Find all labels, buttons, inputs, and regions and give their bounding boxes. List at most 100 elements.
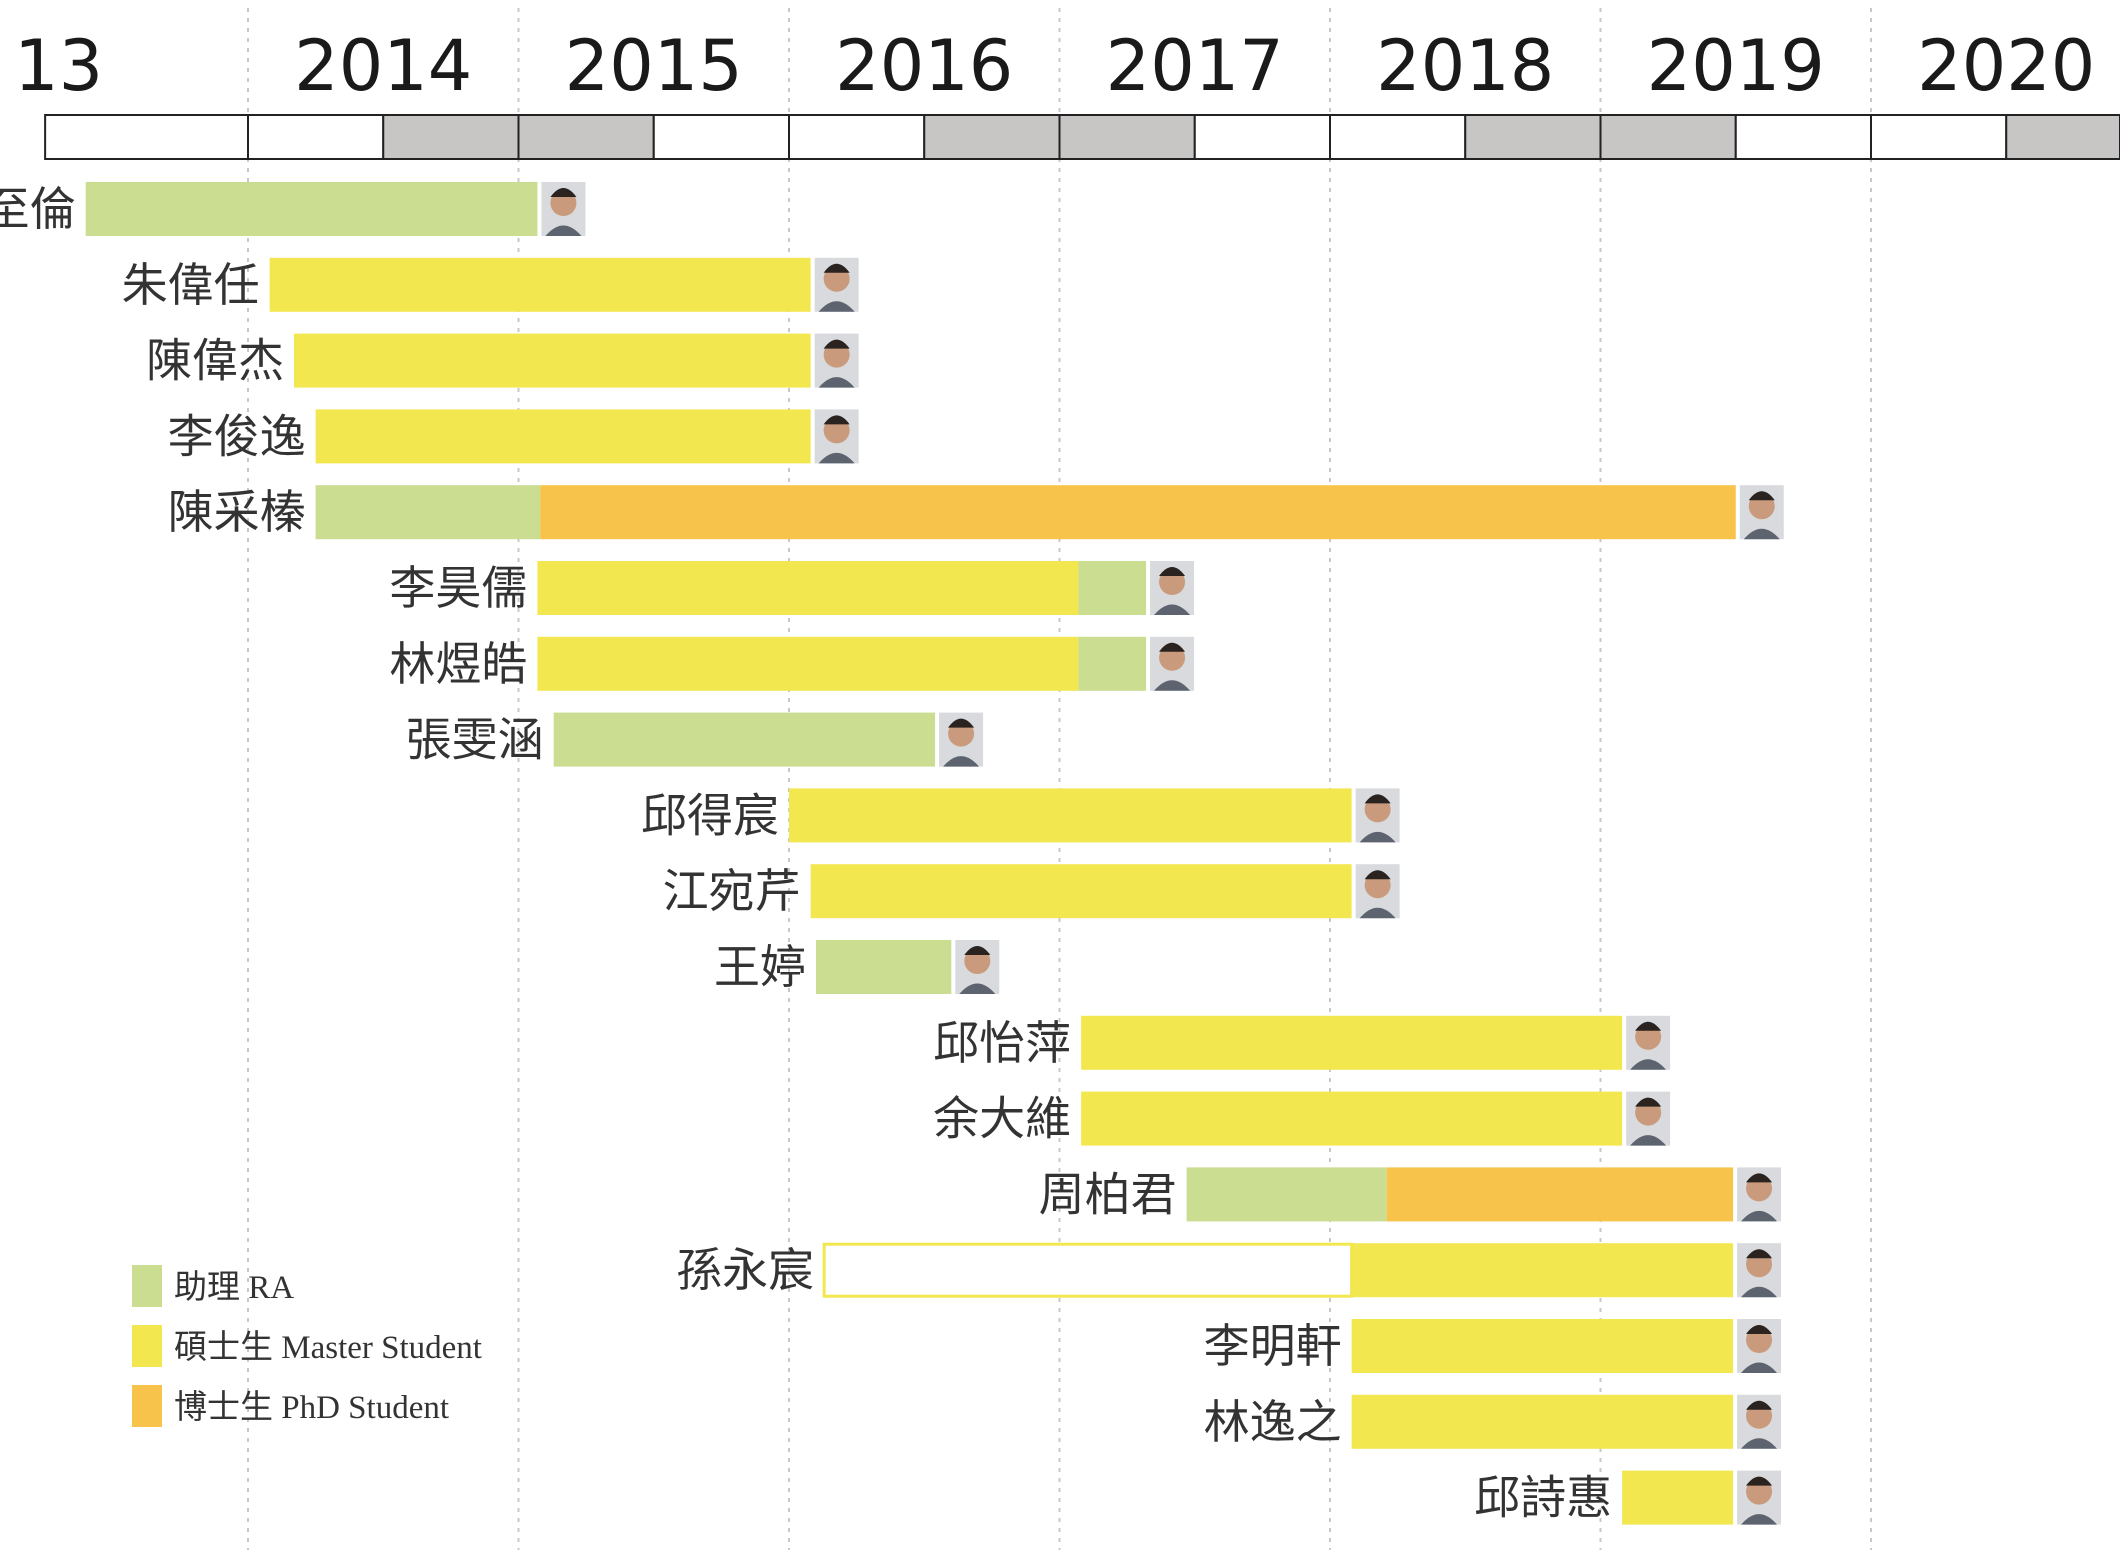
avatar xyxy=(1737,1470,1782,1525)
bar-ra xyxy=(816,940,952,994)
avatar xyxy=(814,409,859,464)
bar-master xyxy=(537,561,1079,615)
person-row: 邱怡萍 xyxy=(933,1015,1671,1070)
legend-swatch xyxy=(132,1265,162,1307)
avatar xyxy=(1737,1243,1782,1298)
person-row: 王婷 xyxy=(714,940,1000,994)
legend-label: 助理 RA xyxy=(174,1269,294,1306)
avatar xyxy=(1355,864,1400,919)
band-cell xyxy=(1329,114,1467,160)
year-gridlines xyxy=(247,8,1872,1550)
avatar xyxy=(541,182,586,236)
band-cell xyxy=(382,114,520,160)
tick-label-2018: 2018 xyxy=(1376,25,1554,107)
person-name: 邱怡萍 xyxy=(933,1016,1071,1070)
year-tick-labels: 13 2014 2015 2016 2017 2018 2019 2020 xyxy=(14,25,2095,107)
tick-label-2016: 2016 xyxy=(835,25,1013,107)
avatar xyxy=(814,257,859,312)
band-cell xyxy=(517,114,655,160)
avatar xyxy=(955,940,1000,994)
person-row: 江宛芹 xyxy=(663,864,1400,919)
half-year-band-strip xyxy=(44,114,2120,160)
bar-ra xyxy=(315,485,541,540)
person-row: 余大維 xyxy=(933,1091,1671,1146)
band-cell xyxy=(2005,114,2120,160)
person-row: 林逸之 xyxy=(1204,1394,1782,1449)
person-row: 朱偉任 xyxy=(122,257,859,312)
bar-master xyxy=(810,864,1352,919)
bar-ra xyxy=(553,712,936,767)
bar-master xyxy=(789,788,1352,843)
person-name: 蕭至倫 xyxy=(0,182,76,236)
person-name: 孫永宸 xyxy=(676,1243,814,1297)
person-name: 朱偉任 xyxy=(122,258,260,312)
avatar xyxy=(1150,561,1195,615)
person-row: 孫永宸 xyxy=(676,1242,1782,1298)
band-cell xyxy=(1464,114,1602,160)
bar-master xyxy=(1351,1319,1734,1373)
tick-label-2017: 2017 xyxy=(1106,25,1284,107)
bar-master xyxy=(293,333,811,388)
person-row: 邱得宸 xyxy=(641,788,1400,843)
outline-bar xyxy=(822,1242,1354,1298)
person-row: 李俊逸 xyxy=(168,409,859,464)
legend-entry-master: 碩士生 Master Student xyxy=(132,1325,482,1367)
person-name: 林逸之 xyxy=(1204,1395,1342,1449)
avatar xyxy=(1737,1319,1782,1373)
band-cell xyxy=(788,114,926,160)
avatar xyxy=(1626,1091,1671,1146)
bar-ra xyxy=(1186,1167,1387,1222)
person-name: 邱詩惠 xyxy=(1474,1471,1612,1525)
avatar xyxy=(1737,1167,1782,1222)
person-name: 陳采榛 xyxy=(168,485,306,539)
bar-phd xyxy=(540,485,1736,540)
bar-phd xyxy=(1386,1167,1734,1222)
person-row: 邱詩惠 xyxy=(1474,1470,1782,1525)
person-row: 陳采榛 xyxy=(168,485,1784,540)
bar-master xyxy=(315,409,811,464)
tick-label-2020: 2020 xyxy=(1917,25,2095,107)
band-cell xyxy=(1193,114,1331,160)
person-name: 李明軒 xyxy=(1204,1319,1342,1373)
person-name: 李昊儒 xyxy=(389,561,527,615)
person-row: 林煜皓 xyxy=(389,636,1195,691)
legend: 助理 RA 碩士生 Master Student 博士生 PhD Student xyxy=(132,1265,482,1427)
person-name: 王婷 xyxy=(714,940,806,994)
person-row: 蕭至倫 xyxy=(0,182,586,236)
legend-swatch xyxy=(132,1385,162,1427)
avatar xyxy=(939,712,984,767)
person-name: 陳偉杰 xyxy=(146,334,284,388)
bar-master xyxy=(1351,1394,1734,1449)
avatar xyxy=(1150,636,1195,691)
legend-label: 碩士生 Master Student xyxy=(174,1329,482,1366)
avatar xyxy=(814,333,859,388)
avatar xyxy=(1355,788,1400,843)
people-rows: 蕭至倫朱偉任陳偉杰李俊逸陳采榛李昊儒林煜皓張雯涵邱得宸江宛芹王婷邱怡萍余大維周柏… xyxy=(0,182,1784,1525)
legend-entry-ra: 助理 RA xyxy=(132,1265,294,1307)
band-cell xyxy=(1734,114,1872,160)
bar-master xyxy=(1622,1470,1734,1525)
tick-label-2019: 2019 xyxy=(1647,25,1825,107)
person-row: 陳偉杰 xyxy=(146,333,859,388)
person-row: 李昊儒 xyxy=(389,561,1195,615)
bar-master xyxy=(1081,1091,1623,1146)
band-cell xyxy=(247,114,385,160)
person-name: 邱得宸 xyxy=(641,788,779,842)
bar-master xyxy=(269,257,811,312)
bar-master xyxy=(1081,1015,1623,1070)
bar-master xyxy=(1351,1243,1734,1298)
band-cell xyxy=(1058,114,1196,160)
band-cell xyxy=(44,114,249,160)
tick-label-2015: 2015 xyxy=(565,25,743,107)
bar-ra xyxy=(1078,636,1147,691)
band-cell xyxy=(923,114,1061,160)
legend-label: 博士生 PhD Student xyxy=(174,1389,449,1426)
person-name: 江宛芹 xyxy=(663,864,801,918)
legend-swatch xyxy=(132,1325,162,1367)
legend-entry-phd: 博士生 PhD Student xyxy=(132,1385,449,1427)
person-name: 張雯涵 xyxy=(406,713,544,767)
avatar xyxy=(1737,1394,1782,1449)
person-name: 余大維 xyxy=(933,1092,1071,1146)
avatar xyxy=(1739,485,1784,540)
